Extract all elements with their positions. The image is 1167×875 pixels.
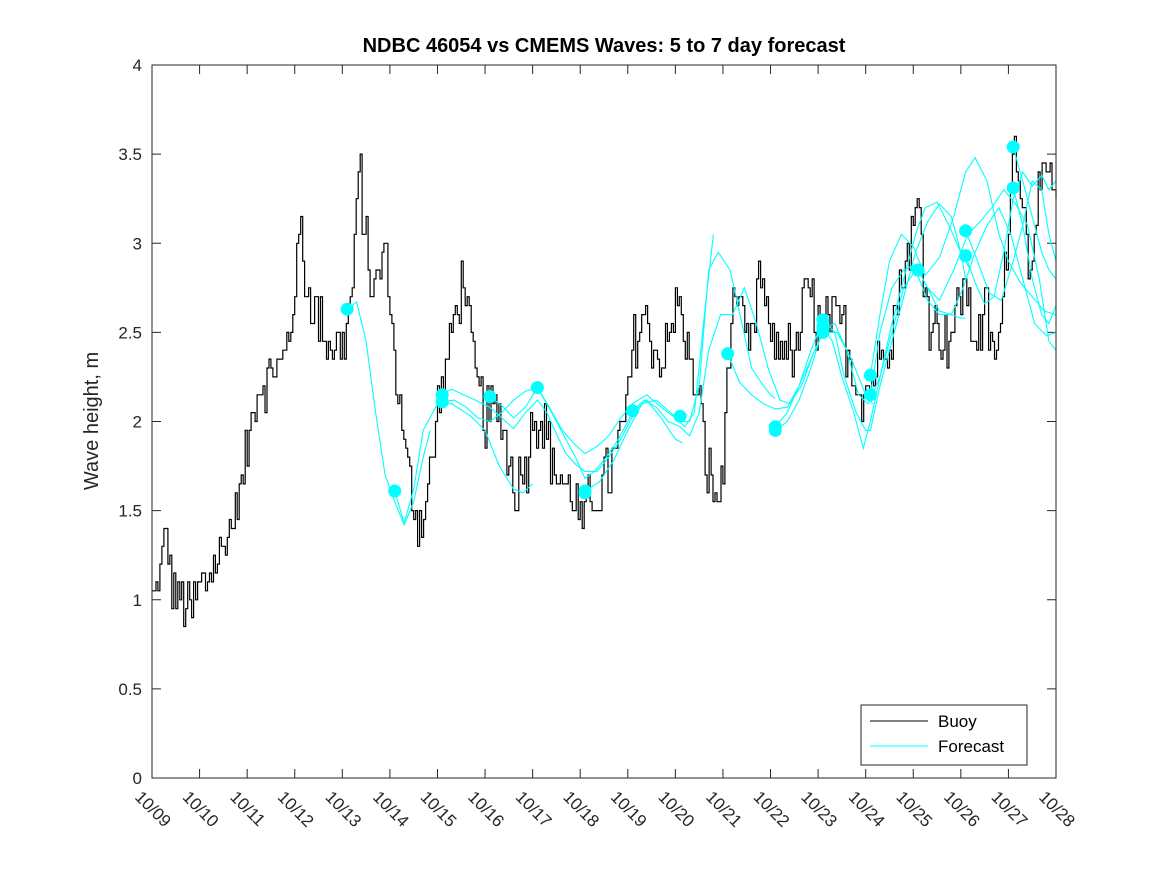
forecast-line — [1012, 187, 1057, 325]
y-tick-label: 0.5 — [118, 680, 142, 699]
forecast-line — [822, 268, 966, 451]
y-axis-label: Wave height, m — [81, 352, 103, 490]
forecast-marker — [435, 395, 449, 409]
forecast-marker — [1006, 181, 1020, 195]
forecast-marker — [388, 484, 402, 498]
forecast-line — [965, 179, 1057, 302]
forecast-marker — [721, 347, 735, 361]
y-axis-ticks: 0 0.5 1 1.5 2 2.5 3 3.5 4 — [118, 56, 1056, 788]
forecast-line — [1012, 146, 1057, 280]
forecast-line — [584, 251, 776, 492]
forecast-marker — [626, 404, 639, 418]
y-tick-label: 1.5 — [118, 502, 142, 521]
chart-title: NDBC 46054 vs CMEMS Waves: 5 to 7 day fo… — [363, 35, 846, 57]
y-tick-label: 0 — [133, 769, 142, 788]
legend-buoy-label: Buoy — [938, 712, 977, 731]
forecast-line — [442, 388, 633, 472]
plot-area — [152, 65, 1056, 778]
y-tick-label: 2.5 — [118, 323, 142, 342]
forecast-marker — [959, 224, 973, 238]
forecast-marker — [578, 486, 592, 500]
forecast-line — [632, 286, 824, 437]
forecast-marker — [911, 263, 925, 277]
forecast-markers-group — [340, 140, 1020, 500]
forecast-marker — [768, 420, 782, 434]
forecast-marker — [340, 302, 354, 316]
forecast-line — [489, 234, 714, 455]
forecast-line — [774, 203, 967, 431]
forecast-marker — [816, 325, 830, 339]
forecast-marker — [530, 381, 544, 395]
forecast-marker — [863, 368, 877, 382]
buoy-series-group — [152, 135, 1057, 628]
forecast-line — [394, 403, 533, 526]
forecast-marker — [863, 388, 877, 402]
y-tick-label: 4 — [133, 56, 142, 75]
y-tick-label: 3 — [133, 234, 142, 253]
legend-box — [860, 704, 1028, 766]
y-tick-label: 2 — [133, 413, 142, 432]
legend-forecast-label: Forecast — [938, 737, 1004, 756]
y-tick-label: 3.5 — [118, 145, 142, 164]
y-tick-label: 1 — [133, 591, 142, 610]
forecast-marker — [816, 313, 830, 327]
forecast-marker — [1006, 140, 1020, 154]
forecast-marker — [483, 390, 497, 403]
forecast-series-group — [346, 146, 1057, 527]
forecast-marker — [959, 249, 973, 263]
forecast-line — [869, 156, 1057, 376]
axes-box — [151, 64, 1057, 779]
forecast-line — [917, 206, 1057, 337]
forecast-line — [965, 170, 1057, 305]
legend: Buoy Forecast — [860, 704, 1028, 766]
forecast-marker — [673, 409, 687, 423]
buoy-line — [152, 135, 1057, 628]
